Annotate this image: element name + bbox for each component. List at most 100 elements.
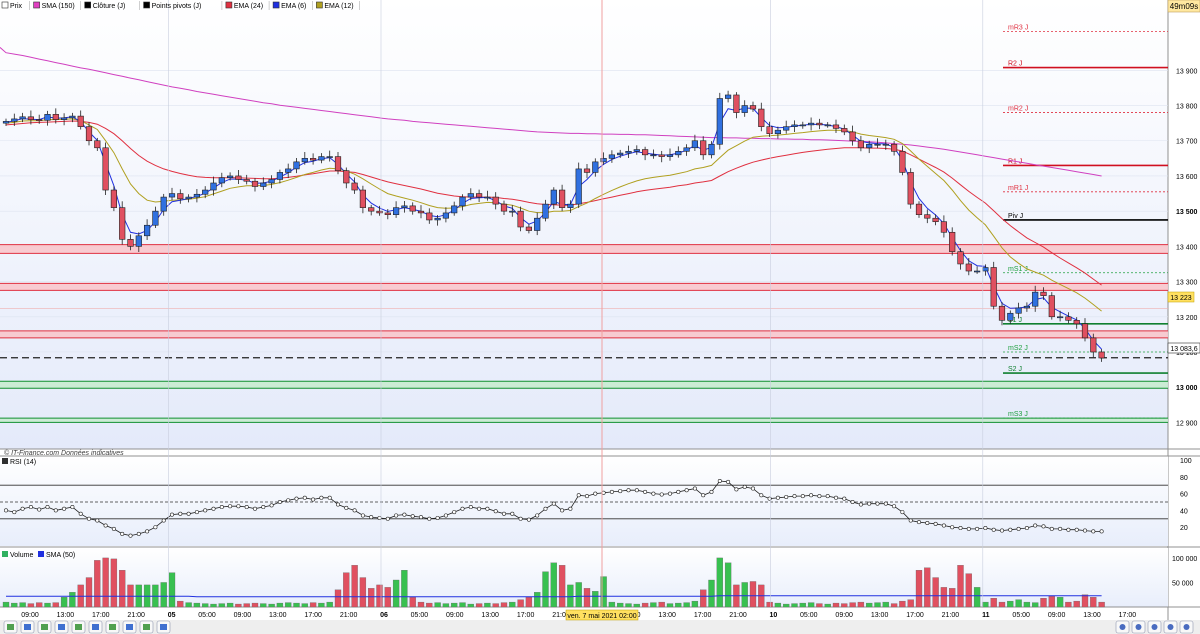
candle-body[interactable] xyxy=(409,205,416,212)
candle-body[interactable] xyxy=(451,205,458,214)
candle-body[interactable] xyxy=(608,154,615,159)
candle-body[interactable] xyxy=(766,126,773,135)
candle-body[interactable] xyxy=(749,105,757,110)
candle-body[interactable] xyxy=(724,94,732,99)
candle-body[interactable] xyxy=(500,203,508,212)
candle-body[interactable] xyxy=(177,193,184,200)
candle-body[interactable] xyxy=(77,115,84,127)
minus-icon[interactable] xyxy=(1147,620,1162,634)
candles-icon[interactable] xyxy=(88,620,103,634)
candle-body[interactable] xyxy=(824,124,831,127)
plus-icon[interactable] xyxy=(1163,620,1178,634)
candle-body[interactable] xyxy=(52,114,59,120)
candle-body[interactable] xyxy=(741,105,748,113)
candle-body[interactable] xyxy=(666,154,674,157)
chart-type-icon[interactable] xyxy=(1115,620,1130,634)
candle-body[interactable] xyxy=(36,119,43,121)
candle-body[interactable] xyxy=(1040,291,1047,296)
legend-item[interactable]: Points pivots (J) xyxy=(143,1,223,10)
candle-body[interactable] xyxy=(907,172,914,205)
candle-body[interactable] xyxy=(102,147,109,191)
candle-body[interactable] xyxy=(1032,291,1039,307)
candle-body[interactable] xyxy=(434,217,441,221)
candle-body[interactable] xyxy=(525,226,532,231)
candle-body[interactable] xyxy=(202,189,209,195)
candle-body[interactable] xyxy=(832,124,840,129)
candle-body[interactable] xyxy=(1048,295,1055,318)
candle-body[interactable] xyxy=(268,179,275,184)
candle-body[interactable] xyxy=(318,156,325,161)
candle-body[interactable] xyxy=(426,212,433,221)
candle-body[interactable] xyxy=(85,126,93,142)
candle-body[interactable] xyxy=(492,196,499,205)
candle-body[interactable] xyxy=(583,168,591,173)
magnifier-icon[interactable] xyxy=(1131,620,1146,634)
candle-body[interactable] xyxy=(168,193,176,198)
candle-body[interactable] xyxy=(575,168,582,205)
candle-body[interactable] xyxy=(998,305,1006,321)
toolbar[interactable] xyxy=(3,620,1194,634)
candle-body[interactable] xyxy=(708,143,715,156)
candle-body[interactable] xyxy=(783,126,790,131)
candle-body[interactable] xyxy=(1007,312,1014,321)
candle-body[interactable] xyxy=(285,168,292,173)
candle-body[interactable] xyxy=(243,179,250,182)
candle-body[interactable] xyxy=(691,140,698,149)
candle-body[interactable] xyxy=(135,235,142,247)
candle-body[interactable] xyxy=(973,270,981,273)
candle-body[interactable] xyxy=(127,239,134,247)
candle-body[interactable] xyxy=(235,175,242,180)
candle-body[interactable] xyxy=(932,217,939,223)
candle-body[interactable] xyxy=(517,210,524,228)
candle-body[interactable] xyxy=(1090,337,1097,353)
candle-body[interactable] xyxy=(484,196,491,199)
candle-body[interactable] xyxy=(949,231,956,252)
candle-body[interactable] xyxy=(550,189,557,205)
candle-body[interactable] xyxy=(758,108,765,127)
legend-item[interactable]: Clôture (J) xyxy=(84,1,140,10)
candle-body[interactable] xyxy=(866,143,873,149)
candle-body[interactable] xyxy=(343,170,350,184)
candle-body[interactable] xyxy=(799,124,806,127)
candle-body[interactable] xyxy=(293,161,300,170)
draw-line-icon[interactable] xyxy=(3,620,18,634)
expand-icon[interactable] xyxy=(1179,620,1194,634)
candle-body[interactable] xyxy=(774,129,781,135)
legend-item[interactable]: EMA (24) xyxy=(225,1,270,10)
candle-body[interactable] xyxy=(990,267,997,307)
candle-body[interactable] xyxy=(260,182,267,187)
candle-body[interactable] xyxy=(475,193,483,198)
candle-body[interactable] xyxy=(874,143,881,146)
candle-body[interactable] xyxy=(633,149,640,152)
candle-body[interactable] xyxy=(924,214,931,219)
candle-body[interactable] xyxy=(816,122,823,126)
candle-body[interactable] xyxy=(683,147,690,152)
candle-body[interactable] xyxy=(915,203,923,215)
candle-body[interactable] xyxy=(1065,316,1072,321)
candle-body[interactable] xyxy=(218,177,225,184)
candle-body[interactable] xyxy=(11,118,18,122)
candle-body[interactable] xyxy=(359,189,367,208)
candle-body[interactable] xyxy=(152,210,159,226)
candle-body[interactable] xyxy=(1073,319,1080,325)
settings-icon[interactable] xyxy=(139,620,154,634)
candle-body[interactable] xyxy=(60,117,68,120)
indicator-legend[interactable]: Prix SMA (150) Clôture (J) Points pivots (J… xyxy=(1,1,360,10)
candle-body[interactable] xyxy=(1081,323,1089,339)
legend-item[interactable]: SMA (150) xyxy=(33,1,81,10)
candle-body[interactable] xyxy=(882,143,889,146)
scroll-icon[interactable] xyxy=(156,620,171,634)
candle-body[interactable] xyxy=(392,207,400,215)
candle-body[interactable] xyxy=(791,124,798,127)
candle-body[interactable] xyxy=(334,156,342,171)
candle-body[interactable] xyxy=(251,180,259,187)
candle-body[interactable] xyxy=(94,140,101,149)
candle-body[interactable] xyxy=(940,221,947,233)
candle-body[interactable] xyxy=(227,175,234,179)
candle-body[interactable] xyxy=(641,149,649,156)
candle-body[interactable] xyxy=(617,152,624,156)
candle-body[interactable] xyxy=(376,210,383,214)
candle-body[interactable] xyxy=(160,196,167,212)
compare-icon[interactable] xyxy=(122,620,137,634)
